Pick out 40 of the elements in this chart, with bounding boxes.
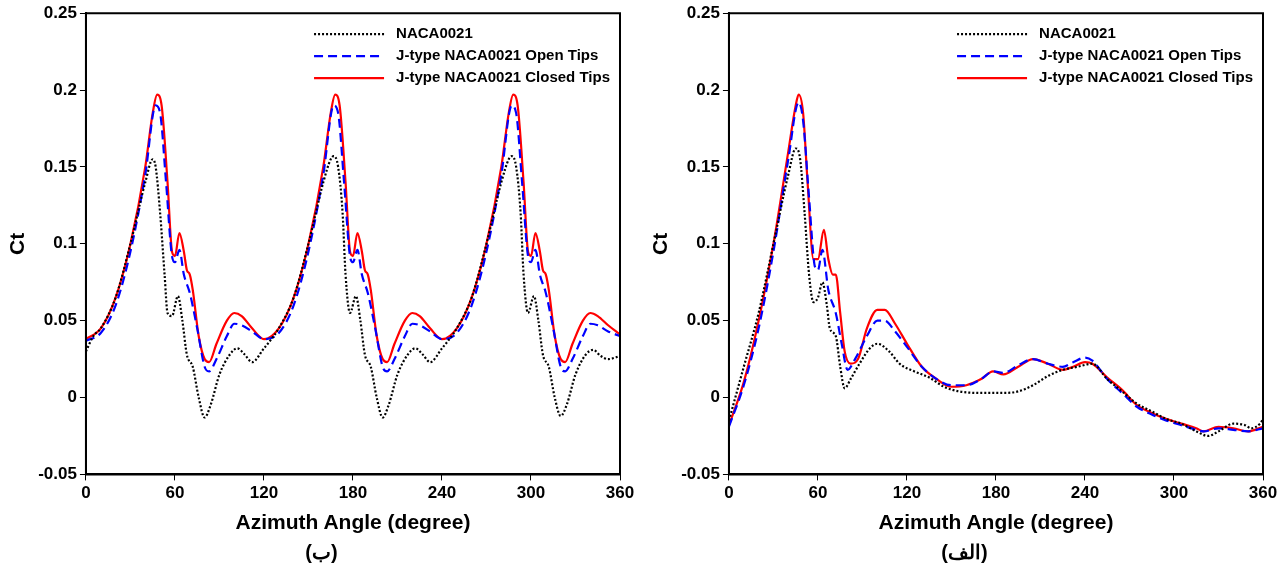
- x-tick-label: 360: [1248, 483, 1277, 503]
- y-tick-label: 0.2: [52, 79, 77, 99]
- y-tick-label: 0.05: [43, 310, 77, 330]
- x-tick-label: 120: [249, 483, 278, 503]
- y-tick-label: 0.25: [686, 2, 720, 22]
- x-tick-label: 60: [808, 483, 827, 503]
- x-tick-label: 0: [723, 483, 734, 503]
- text: (ب): [305, 540, 338, 564]
- x-tick-label: 300: [1159, 483, 1188, 503]
- x-axis-title: Azimuth Angle (degree): [235, 510, 470, 534]
- y-tick-label: 0.1: [695, 233, 720, 253]
- x-tick-label: 300: [516, 483, 545, 503]
- x-tick-label: 240: [1070, 483, 1099, 503]
- y-tick-label: -0.05: [680, 464, 720, 484]
- y-tick-label: 0.15: [43, 156, 77, 176]
- legend-label: NACA0021: [1038, 24, 1116, 42]
- y-tick-label: 0.25: [43, 2, 77, 22]
- legend-label: J-type NACA0021 Open Tips: [395, 46, 598, 64]
- y-tick-label: 0: [66, 387, 77, 407]
- text: (الف): [941, 540, 988, 564]
- legend-label: J-type NACA0021 Closed Tips: [395, 68, 610, 86]
- legend-label: J-type NACA0021 Open Tips: [1038, 46, 1241, 64]
- y-tick-label: 0: [709, 387, 720, 407]
- y-axis-title: Ct: [4, 232, 28, 255]
- x-axis-title: Azimuth Angle (degree): [878, 510, 1113, 534]
- x-tick-label: 180: [338, 483, 367, 503]
- x-tick-label: 240: [427, 483, 456, 503]
- x-tick-label: 0: [80, 483, 91, 503]
- x-tick-label: 120: [892, 483, 921, 503]
- legend-label: J-type NACA0021 Closed Tips: [1038, 68, 1253, 86]
- legend-label: NACA0021: [395, 24, 473, 42]
- y-tick-label: -0.05: [37, 464, 77, 484]
- x-tick-label: 180: [981, 483, 1010, 503]
- y-tick-label: 0.2: [695, 79, 720, 99]
- y-tick-label: 0.15: [686, 156, 720, 176]
- x-tick-label: 60: [165, 483, 184, 503]
- y-axis-title: Ct: [647, 232, 671, 255]
- x-tick-label: 360: [605, 483, 634, 503]
- y-tick-label: 0.1: [52, 233, 77, 253]
- y-tick-label: 0.05: [686, 310, 720, 330]
